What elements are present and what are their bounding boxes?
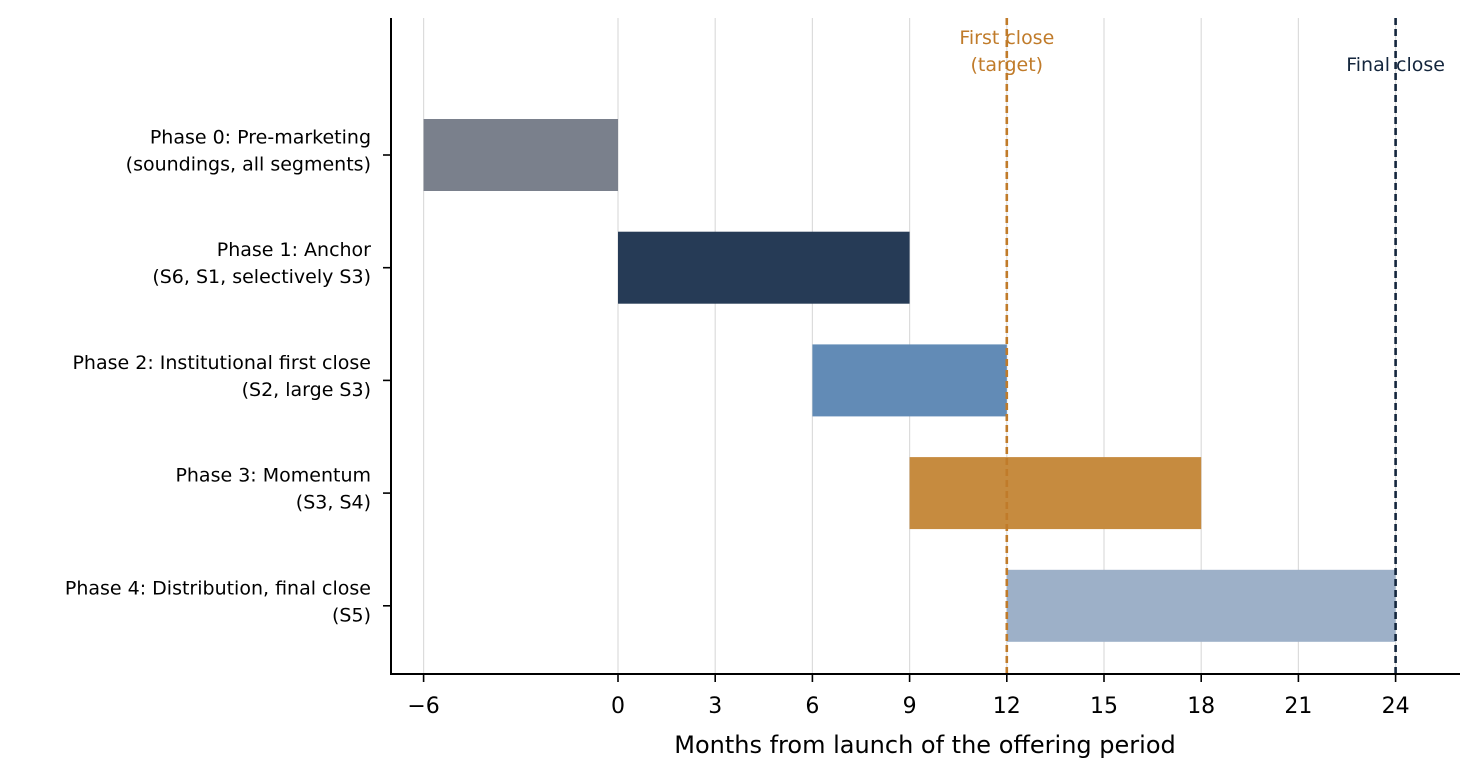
x-axis-title: Months from launch of the offering perio… <box>674 731 1176 759</box>
y-category-label: Phase 2: Institutional first close <box>72 352 371 374</box>
phase-bar-4 <box>1006 569 1396 642</box>
x-tick-label: 12 <box>993 694 1021 719</box>
x-tick-label: −6 <box>407 694 439 719</box>
reference-line-label: Final close <box>1346 54 1445 76</box>
x-tick-label: 9 <box>903 694 917 719</box>
y-category-label: Phase 1: Anchor <box>217 239 371 261</box>
y-category-label: (S5) <box>332 604 371 626</box>
axes <box>390 18 1460 675</box>
x-tick-label: 18 <box>1187 694 1215 719</box>
y-category-label: Phase 0: Pre-marketing <box>150 127 371 149</box>
y-category-labels: Phase 0: Pre-marketing (soundings, all se… <box>65 127 391 626</box>
y-category-label: Phase 3: Momentum <box>175 465 371 487</box>
x-tick-label: 24 <box>1382 694 1410 719</box>
y-category-label: (S2, large S3) <box>242 379 371 401</box>
reference-line-label: First close <box>959 27 1054 49</box>
y-category-label: Phase 4: Distribution, final close <box>65 577 371 599</box>
y-category-label: (S3, S4) <box>296 492 371 514</box>
reference-line-label: (target) <box>970 54 1043 76</box>
reference-lines: First close (target) Final close <box>959 18 1445 674</box>
y-category-label: (S6, S1, selectively S3) <box>152 266 371 288</box>
phase-bar-3 <box>909 457 1202 530</box>
phase-bar-2 <box>812 344 1007 417</box>
x-tick-label: 0 <box>611 694 625 719</box>
x-tick-label: 6 <box>805 694 819 719</box>
y-category-label: (soundings, all segments) <box>126 154 371 176</box>
phase-bars <box>423 119 1396 642</box>
x-tick-label: 3 <box>708 694 722 719</box>
x-tick-label: 15 <box>1090 694 1118 719</box>
phase-bar-0 <box>423 119 618 191</box>
x-ticks: −6 0 3 6 9 12 15 18 21 24 <box>407 674 1410 719</box>
x-tick-label: 21 <box>1284 694 1312 719</box>
phase-bar-1 <box>618 231 910 304</box>
